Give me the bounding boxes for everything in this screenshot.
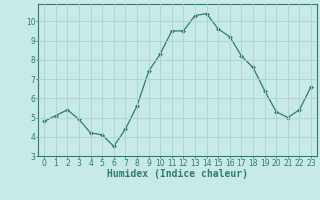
X-axis label: Humidex (Indice chaleur): Humidex (Indice chaleur) xyxy=(107,169,248,179)
